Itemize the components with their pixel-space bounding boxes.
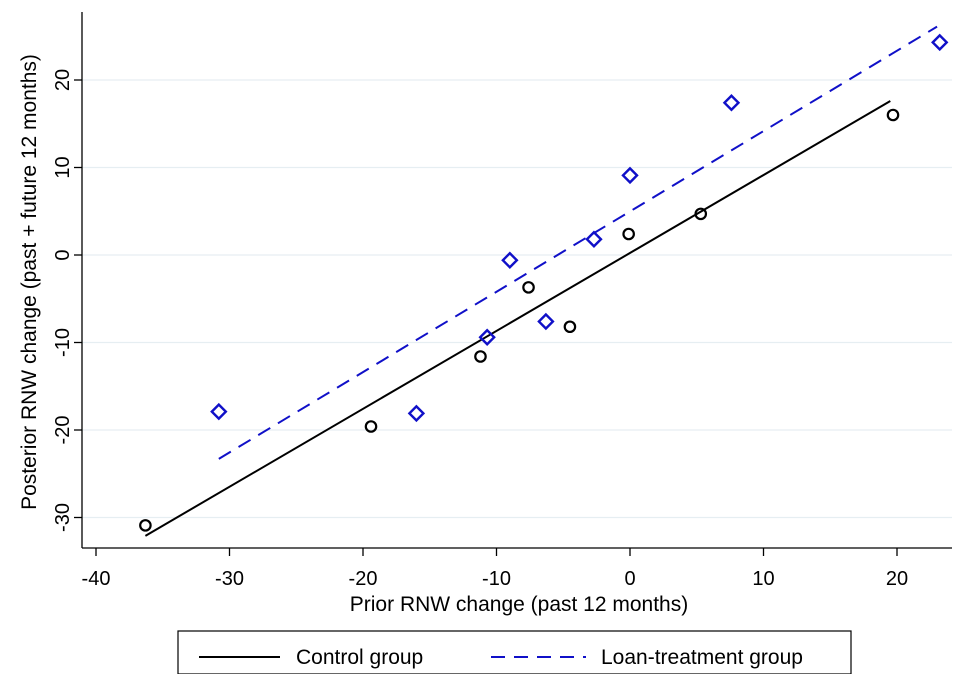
point-loan xyxy=(931,33,949,52)
point-control xyxy=(474,350,487,363)
x-axis-title: Prior RNW change (past 12 months) xyxy=(350,593,688,616)
point-loan xyxy=(537,312,555,331)
legend-label-control: Control group xyxy=(296,646,423,669)
point-loan xyxy=(210,402,228,421)
legend: Control group Loan-treatment group xyxy=(177,630,852,674)
y-tick-label: 20 xyxy=(52,69,74,91)
point-loan xyxy=(621,166,639,185)
x-tick-label: -40 xyxy=(82,568,111,590)
point-control xyxy=(886,108,900,122)
point-control xyxy=(622,227,635,241)
axes xyxy=(74,12,952,556)
y-tick-label: -30 xyxy=(52,503,74,532)
point-loan xyxy=(407,404,426,423)
legend-box xyxy=(177,630,852,674)
x-tick-label: -20 xyxy=(349,568,378,590)
fit-lines xyxy=(144,25,938,537)
point-loan xyxy=(501,251,519,269)
data-points xyxy=(139,33,949,532)
point-control xyxy=(364,420,378,433)
x-tick-label: 20 xyxy=(886,568,908,590)
point-control xyxy=(522,281,535,294)
y-tick-label: 10 xyxy=(52,156,74,178)
fit-line-control xyxy=(144,100,891,537)
y-axis-title: Posterior RNW change (past + future 12 m… xyxy=(18,54,41,510)
gridlines xyxy=(82,79,952,519)
tick-labels: -30 -20 -10 0 10 20 -40 -30 -20 -10 0 10 20 xyxy=(52,69,908,590)
x-tick-label: 10 xyxy=(752,568,774,590)
fit-line-loan xyxy=(218,25,938,460)
y-tick-label: 0 xyxy=(52,249,74,260)
point-control xyxy=(563,320,577,334)
x-tick-label: -30 xyxy=(215,568,244,590)
point-control xyxy=(139,519,152,532)
x-tick-label: -10 xyxy=(482,568,511,590)
legend-label-loan: Loan-treatment group xyxy=(601,646,803,669)
x-tick-label: 0 xyxy=(624,568,635,590)
point-control xyxy=(694,207,708,221)
point-loan xyxy=(478,328,496,346)
point-loan xyxy=(722,94,741,112)
point-loan xyxy=(585,230,603,248)
y-tick-label: -10 xyxy=(52,328,74,357)
y-tick-label: -20 xyxy=(52,416,74,445)
